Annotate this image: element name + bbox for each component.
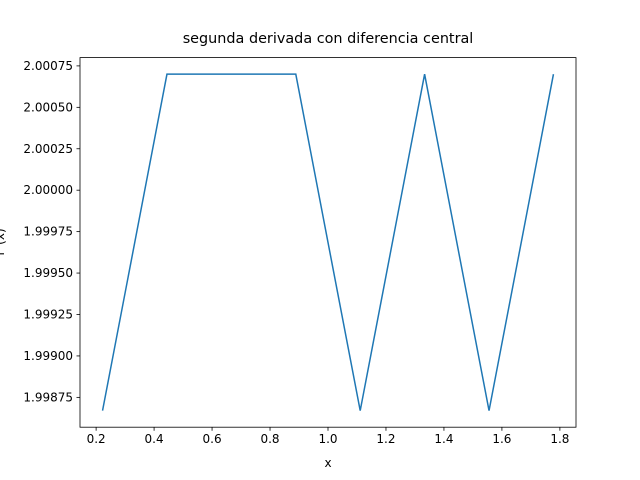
y-tick-label: 1.99975: [23, 225, 73, 239]
y-tick-label: 1.99900: [23, 349, 73, 363]
y-tick-label: 2.00025: [23, 142, 73, 156]
y-tick-label: 2.00075: [23, 59, 73, 73]
x-tick-label: 1.4: [434, 432, 453, 446]
data-line: [101, 73, 555, 411]
chart-title: segunda derivada con diferencia central: [183, 31, 474, 47]
x-tick-label: 0.8: [260, 432, 279, 446]
x-tick-label: 1.8: [550, 432, 569, 446]
x-tick-label: 1.0: [318, 432, 337, 446]
x-tick-label: 0.4: [145, 432, 164, 446]
x-tick-label: 0.6: [203, 432, 222, 446]
y-axis-label: f''(x): [0, 228, 7, 255]
y-tick-label: 1.99875: [23, 390, 73, 404]
y-tick-label: 2.00000: [23, 183, 73, 197]
x-tick-label: 0.2: [87, 432, 106, 446]
x-axis-label: x: [324, 456, 331, 470]
y-tick-label: 2.00050: [23, 100, 73, 114]
y-tick-label: 1.99925: [23, 307, 73, 321]
y-tick-label: 1.99950: [23, 266, 73, 280]
axes-frame: [79, 57, 577, 428]
x-tick-label: 1.6: [492, 432, 511, 446]
x-tick-label: 1.2: [376, 432, 395, 446]
